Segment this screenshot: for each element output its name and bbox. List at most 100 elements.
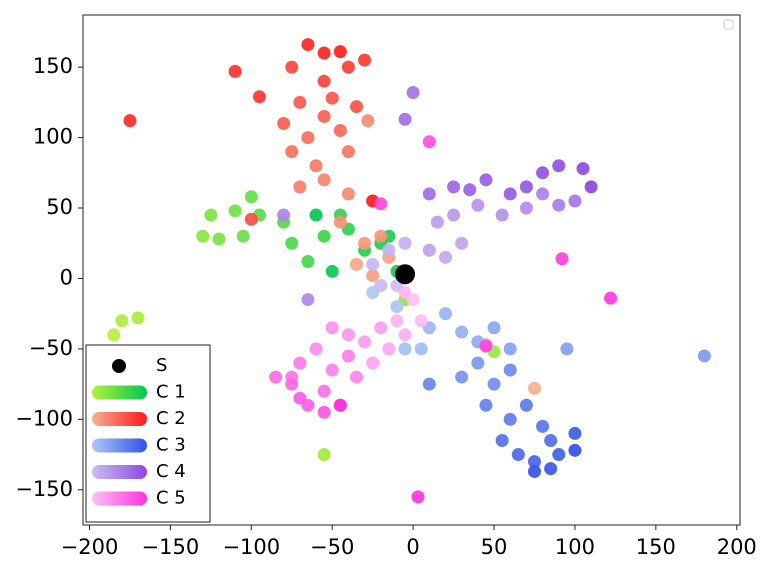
scatter-point	[341, 349, 355, 363]
scatter-point	[487, 377, 501, 391]
scatter-point	[277, 208, 291, 222]
scatter-point	[358, 53, 372, 67]
scatter-point	[455, 236, 469, 250]
scatter-point	[285, 60, 299, 74]
x-tick-label: 100	[555, 535, 595, 559]
scatter-point	[503, 412, 517, 426]
scatter-point	[366, 269, 380, 283]
scatter-point	[228, 64, 242, 78]
scatter-point	[536, 166, 550, 180]
scatter-point	[317, 74, 331, 88]
scatter-point	[463, 183, 477, 197]
scatter-point	[341, 328, 355, 342]
scatter-point	[374, 278, 388, 292]
scatter-point	[479, 398, 493, 412]
scatter-point	[317, 229, 331, 243]
scatter-point	[358, 335, 372, 349]
legend-label: C 3	[156, 435, 186, 456]
scatter-point	[552, 198, 566, 212]
scatter-point	[382, 342, 396, 356]
scatter-point	[398, 236, 412, 250]
scatter-point	[544, 433, 558, 447]
scatter-point	[390, 314, 404, 328]
x-tick-label: 150	[636, 535, 676, 559]
scatter-point	[341, 145, 355, 159]
scatter-point	[414, 314, 428, 328]
scatter-point	[519, 398, 533, 412]
scatter-point	[309, 208, 323, 222]
scatter-point	[398, 342, 412, 356]
y-tick-label: 0	[60, 265, 73, 289]
scatter-point	[568, 194, 582, 208]
scatter-point	[301, 255, 315, 269]
scatter-point	[374, 229, 388, 243]
scatter-point	[341, 187, 355, 201]
scatter-point	[301, 131, 315, 145]
legend-swatch	[92, 385, 147, 400]
scatter-point	[527, 381, 541, 395]
scatter-point	[414, 342, 428, 356]
y-tick-label: 100	[33, 125, 73, 149]
scatter-point	[471, 198, 485, 212]
scatter-point	[333, 45, 347, 59]
y-tick-label: −100	[15, 406, 73, 430]
scatter-point	[536, 419, 550, 433]
scatter-point	[374, 197, 388, 211]
scatter-point	[503, 187, 517, 201]
scatter-point	[361, 114, 375, 128]
scatter-point	[212, 232, 226, 246]
y-tick-label: −150	[15, 477, 73, 501]
scatter-point	[196, 229, 210, 243]
scatter-point	[325, 363, 339, 377]
scatter-point	[487, 321, 501, 335]
scatter-point	[382, 243, 396, 257]
legend-swatch	[92, 438, 147, 453]
scatter-point	[325, 321, 339, 335]
legend-swatch	[92, 491, 147, 506]
scatter-point	[293, 180, 307, 194]
scatter-point	[325, 264, 339, 278]
scatter-point	[527, 455, 541, 469]
scatter-point	[252, 90, 266, 104]
scatter-point	[285, 145, 299, 159]
scatter-point	[309, 159, 323, 173]
scatter-point	[447, 208, 461, 222]
scatter-point	[527, 464, 541, 478]
scatter-point	[349, 370, 363, 384]
scatter-point	[349, 100, 363, 114]
scatter-point	[422, 187, 436, 201]
scatter-point	[503, 342, 517, 356]
scatter-point	[301, 38, 315, 52]
y-tick-label: 150	[33, 54, 73, 78]
scatter-point	[317, 173, 331, 187]
legend-handle	[723, 19, 734, 30]
scatter-point	[544, 462, 558, 476]
scatter-point	[495, 433, 509, 447]
legend-swatch	[92, 465, 147, 479]
scatter-point	[479, 173, 493, 187]
scatter-point	[244, 190, 258, 204]
scatter-point	[406, 85, 420, 99]
x-tick-label: −200	[61, 535, 119, 559]
scatter-point	[398, 112, 412, 126]
scatter-point	[309, 342, 323, 356]
scatter-point	[366, 356, 380, 370]
scatter-point	[333, 398, 347, 412]
scatter-point	[325, 91, 339, 105]
legend-swatch	[92, 412, 147, 426]
legend-label: C 2	[156, 408, 186, 429]
scatter-point	[511, 448, 525, 462]
scatter-point	[604, 291, 618, 305]
scatter-point	[244, 212, 258, 226]
legend-label: C 4	[156, 461, 186, 482]
scatter-point	[398, 328, 412, 342]
scatter-point	[277, 116, 291, 130]
x-tick-label: 200	[717, 535, 757, 559]
scatter-point	[568, 443, 582, 457]
scatter-point	[495, 208, 509, 222]
scatter-point	[455, 325, 469, 339]
scatter-point	[358, 236, 372, 250]
scatter-point	[584, 180, 598, 194]
scatter-point	[236, 229, 250, 243]
